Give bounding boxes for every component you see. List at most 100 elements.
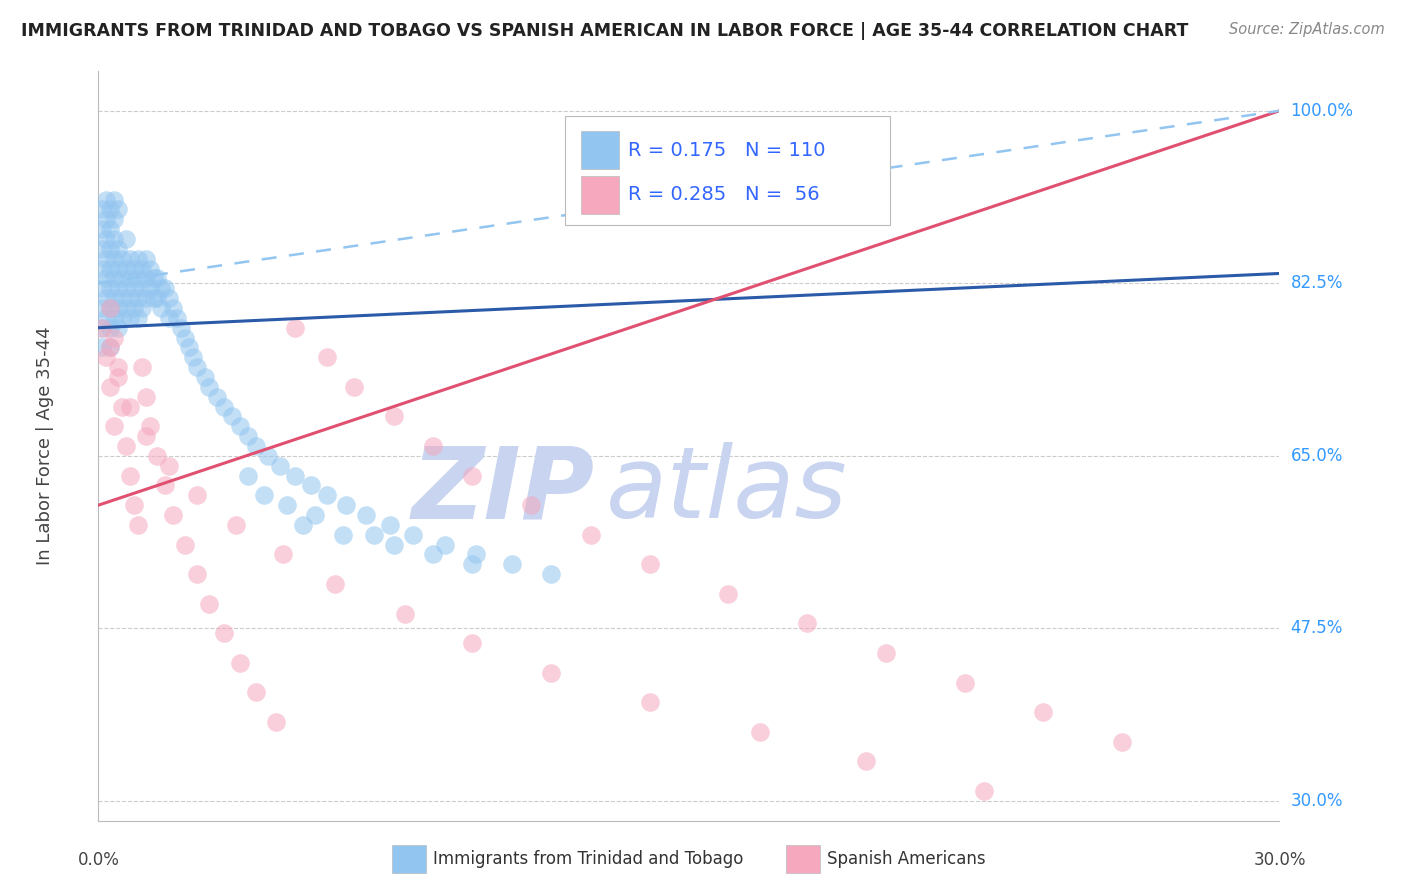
Point: [122, 261, 145, 276]
Point: [103, 291, 125, 305]
Point: [245, 685, 267, 699]
Point: [135, 429, 157, 443]
Text: 100.0%: 100.0%: [1291, 102, 1354, 120]
Point: [98, 242, 121, 256]
Point: [875, 646, 897, 660]
Point: [214, 400, 236, 414]
Point: [107, 360, 129, 375]
Point: [354, 508, 377, 522]
Point: [111, 271, 134, 285]
Point: [264, 714, 287, 729]
Point: [177, 340, 200, 354]
Point: [150, 281, 173, 295]
Point: [186, 567, 208, 582]
Point: [103, 330, 125, 344]
Point: [118, 468, 141, 483]
Text: 30.0%: 30.0%: [1253, 851, 1306, 869]
Point: [422, 548, 444, 562]
Point: [229, 419, 252, 434]
Point: [142, 271, 165, 285]
Point: [323, 577, 346, 591]
Point: [146, 449, 169, 463]
Point: [122, 498, 145, 512]
Point: [127, 517, 149, 532]
Point: [115, 301, 138, 315]
Point: [174, 330, 197, 344]
Point: [138, 281, 160, 295]
Point: [118, 271, 141, 285]
Point: [118, 291, 141, 305]
Point: [98, 340, 121, 354]
Point: [796, 616, 818, 631]
Point: [422, 439, 444, 453]
Point: [335, 498, 357, 512]
Point: [157, 458, 180, 473]
Text: In Labor Force | Age 35-44: In Labor Force | Age 35-44: [37, 326, 55, 566]
Point: [91, 281, 114, 295]
Text: atlas: atlas: [606, 442, 848, 540]
Point: [103, 232, 125, 246]
Point: [122, 281, 145, 295]
Point: [363, 527, 385, 541]
Text: 0.0%: 0.0%: [77, 851, 120, 869]
Point: [501, 558, 523, 572]
Point: [1032, 705, 1054, 719]
Point: [91, 301, 114, 315]
Point: [98, 301, 121, 315]
Point: [91, 202, 114, 217]
Point: [394, 607, 416, 621]
Point: [236, 429, 259, 443]
Text: Source: ZipAtlas.com: Source: ZipAtlas.com: [1229, 22, 1385, 37]
Point: [284, 320, 307, 334]
Point: [245, 439, 267, 453]
Point: [91, 340, 114, 354]
FancyBboxPatch shape: [582, 131, 619, 169]
Point: [855, 755, 877, 769]
Point: [96, 271, 118, 285]
Point: [96, 193, 118, 207]
Text: 65.0%: 65.0%: [1291, 447, 1343, 465]
Point: [135, 390, 157, 404]
Text: ZIP: ZIP: [412, 442, 595, 540]
Point: [194, 370, 217, 384]
Text: Immigrants from Trinidad and Tobago: Immigrants from Trinidad and Tobago: [433, 850, 744, 868]
Point: [135, 252, 157, 266]
Point: [197, 597, 219, 611]
Point: [162, 301, 184, 315]
Point: [98, 281, 121, 295]
Point: [315, 351, 337, 365]
Point: [433, 538, 456, 552]
Point: [138, 419, 160, 434]
Point: [174, 538, 197, 552]
Point: [96, 310, 118, 325]
Point: [748, 725, 770, 739]
Point: [91, 222, 114, 236]
Point: [96, 212, 118, 227]
Point: [276, 498, 298, 512]
Text: IMMIGRANTS FROM TRINIDAD AND TOBAGO VS SPANISH AMERICAN IN LABOR FORCE | AGE 35-: IMMIGRANTS FROM TRINIDAD AND TOBAGO VS S…: [21, 22, 1188, 40]
Point: [343, 380, 366, 394]
Text: 82.5%: 82.5%: [1291, 275, 1343, 293]
Point: [98, 380, 121, 394]
Text: Spanish Americans: Spanish Americans: [827, 850, 986, 868]
Point: [269, 458, 291, 473]
Point: [127, 271, 149, 285]
Point: [138, 261, 160, 276]
Point: [378, 517, 401, 532]
Point: [520, 498, 543, 512]
Point: [461, 636, 484, 650]
Point: [197, 380, 219, 394]
Point: [103, 212, 125, 227]
Point: [382, 538, 405, 552]
Point: [131, 281, 153, 295]
Text: R = 0.285   N =  56: R = 0.285 N = 56: [627, 186, 820, 204]
Point: [155, 281, 177, 295]
Point: [146, 271, 169, 285]
Point: [91, 320, 114, 334]
Point: [221, 409, 243, 424]
Point: [98, 320, 121, 334]
Point: [98, 261, 121, 276]
Point: [115, 281, 138, 295]
Point: [229, 656, 252, 670]
Point: [157, 310, 180, 325]
